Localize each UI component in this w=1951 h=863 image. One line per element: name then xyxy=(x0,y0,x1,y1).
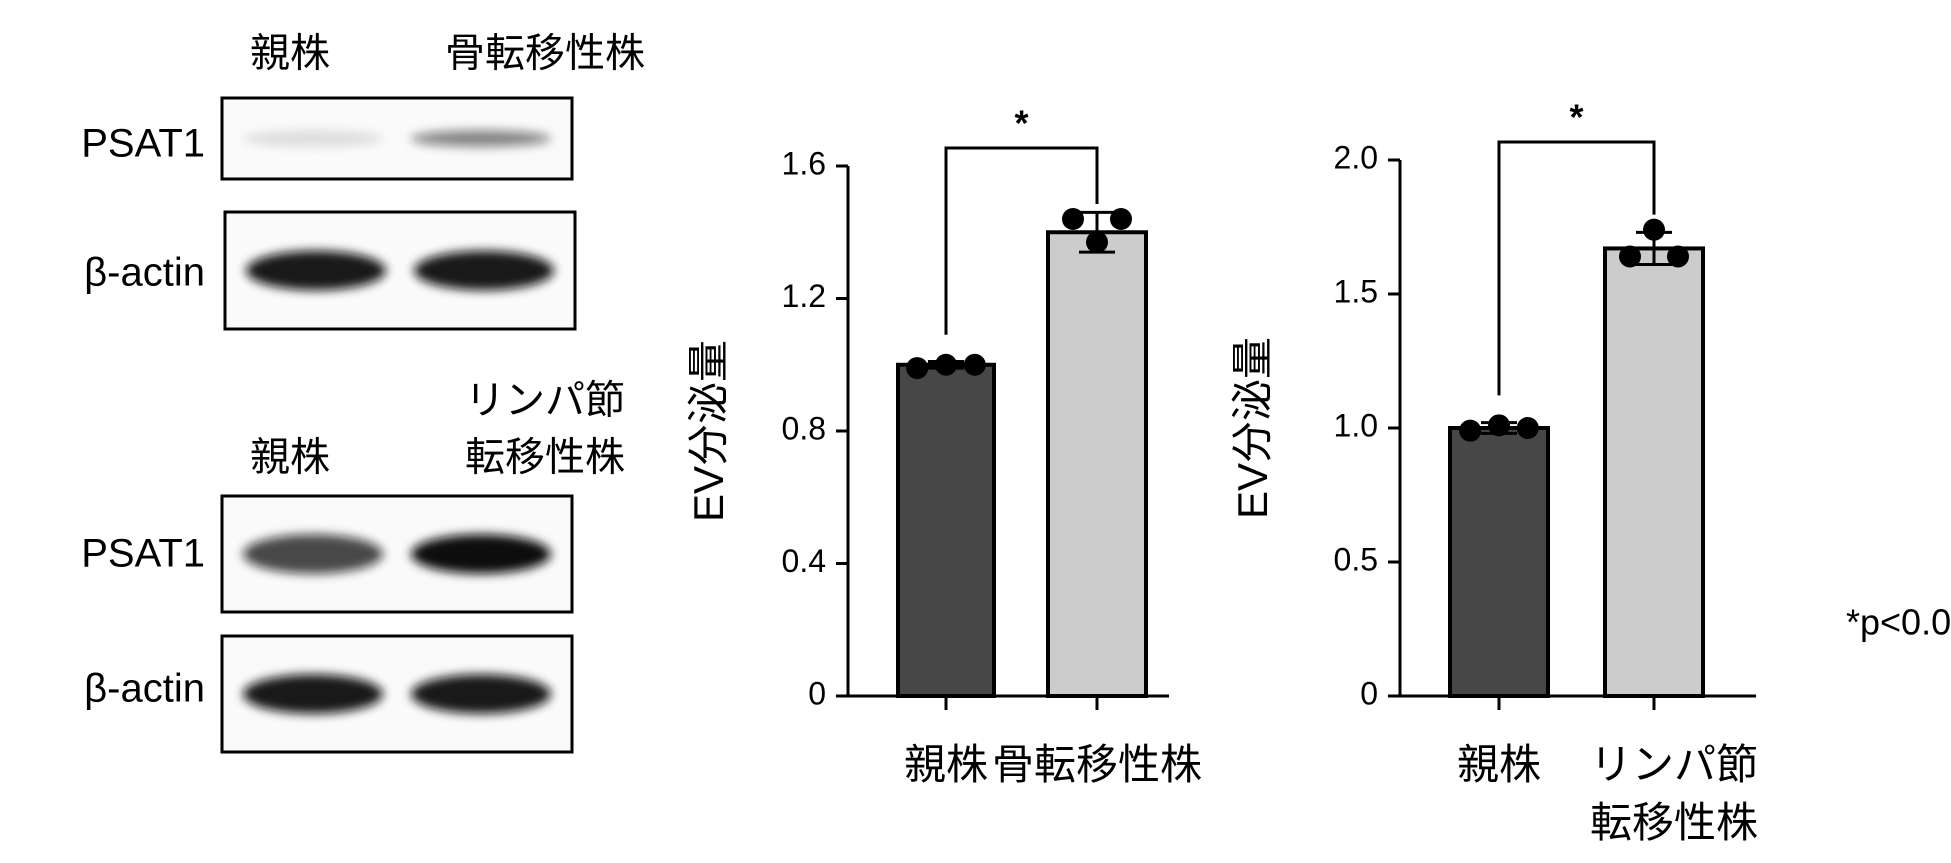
data-point xyxy=(1667,245,1689,268)
significance-bracket xyxy=(1497,140,1656,396)
x-tick-label: 転移性株 xyxy=(1590,799,1758,846)
band xyxy=(414,250,554,291)
lane-label: 骨転移性株 xyxy=(445,32,645,76)
row-label: PSAT1 xyxy=(81,532,205,576)
data-point xyxy=(1459,419,1482,442)
lane-label: 親株 xyxy=(250,436,330,480)
x-tick-label: リンパ節 xyxy=(1590,741,1758,788)
y-tick-label: 0.4 xyxy=(782,543,826,579)
lane-label: 転移性株 xyxy=(465,436,625,480)
y-axis-label: EV分泌量 xyxy=(1229,337,1276,519)
band xyxy=(243,674,383,714)
band xyxy=(411,130,551,147)
bar xyxy=(1448,426,1550,698)
band xyxy=(243,534,383,574)
data-point xyxy=(1643,218,1665,241)
y-tick-label: 1.6 xyxy=(782,145,826,181)
significance-label: * xyxy=(1569,97,1583,138)
data-point xyxy=(1062,208,1084,230)
y-tick-label: 0 xyxy=(808,675,826,711)
data-point xyxy=(935,353,957,376)
footnote: *p<0.05 xyxy=(1846,602,1951,643)
data-point xyxy=(963,353,986,376)
data-point xyxy=(906,357,929,380)
y-axis-label: EV分泌量 xyxy=(685,340,732,522)
bar xyxy=(1046,230,1148,698)
y-tick-label: 0.5 xyxy=(1334,541,1378,577)
x-tick-label: 親株 xyxy=(1457,741,1541,788)
y-tick-label: 1.0 xyxy=(1334,407,1378,443)
row-label: β-actin xyxy=(84,251,205,295)
data-point xyxy=(1619,245,1641,268)
y-tick-label: 0.8 xyxy=(782,410,826,446)
x-tick-label: 親株 xyxy=(904,741,988,788)
data-point xyxy=(1086,231,1108,254)
y-tick-label: 2.0 xyxy=(1334,139,1378,175)
y-tick-label: 1.2 xyxy=(782,278,826,314)
row-label: PSAT1 xyxy=(81,122,205,166)
bar xyxy=(896,362,996,698)
data-point xyxy=(1516,417,1539,439)
band xyxy=(243,130,383,147)
lane-label: リンパ節 xyxy=(465,379,625,423)
lane-label: 親株 xyxy=(250,32,330,76)
x-tick-label: 骨転移性株 xyxy=(992,741,1202,788)
band xyxy=(411,534,551,574)
row-label: β-actin xyxy=(84,667,205,711)
y-tick-label: 1.5 xyxy=(1334,273,1378,309)
band xyxy=(246,250,386,291)
bar xyxy=(1603,246,1705,698)
y-tick-label: 0 xyxy=(1360,675,1378,711)
band xyxy=(411,674,551,714)
data-point xyxy=(1488,414,1510,437)
data-point xyxy=(1110,208,1132,230)
significance-bracket xyxy=(944,146,1099,335)
significance-label: * xyxy=(1014,103,1028,144)
